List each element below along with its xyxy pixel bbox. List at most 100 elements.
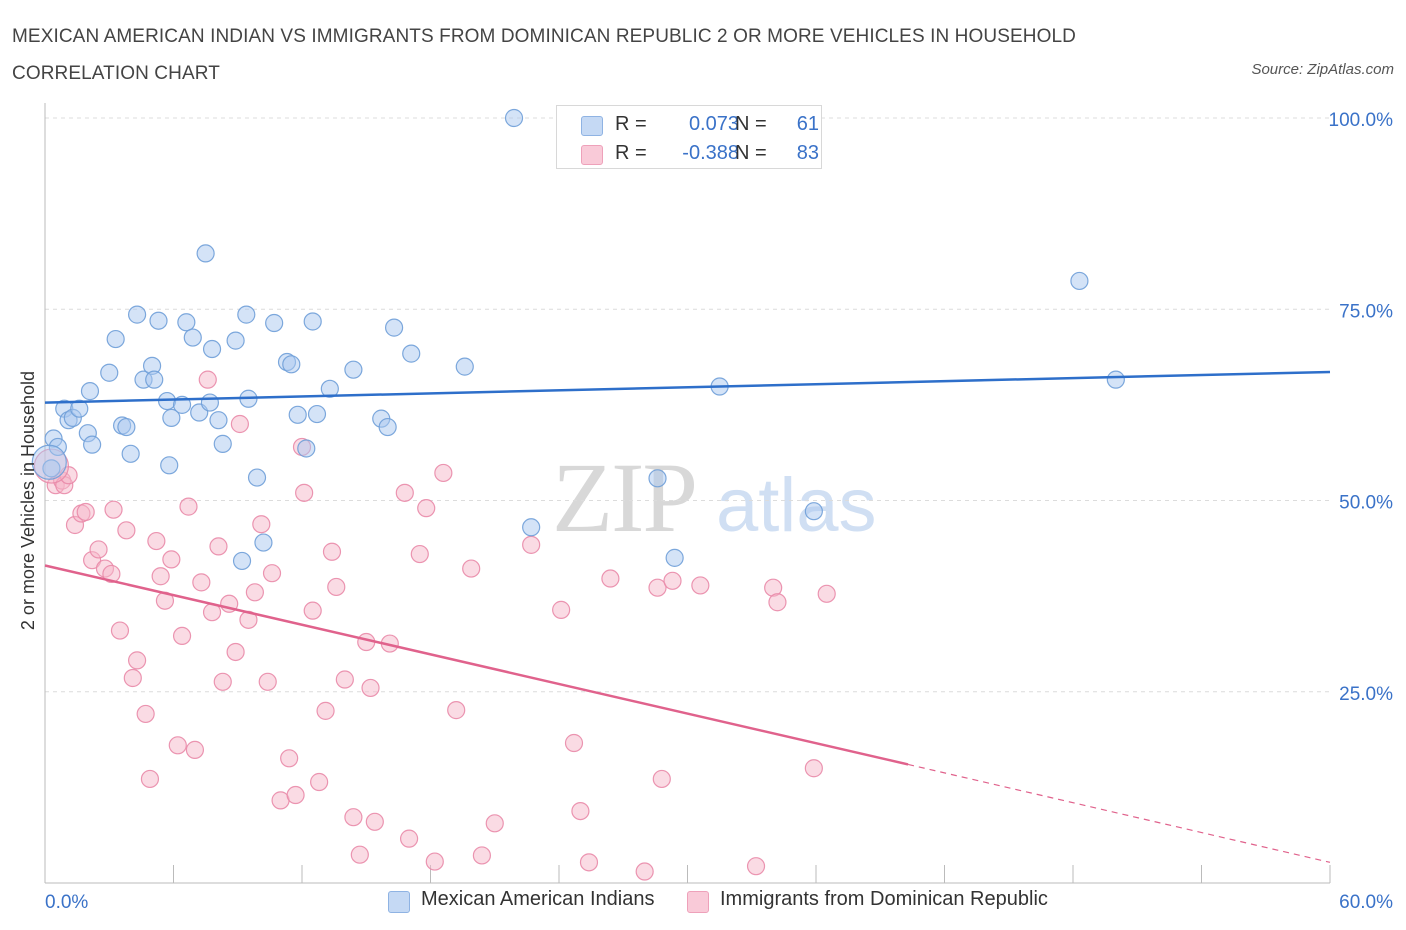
point-dominican-republic: [136, 704, 155, 724]
legend-n-value: 83: [796, 142, 819, 164]
point-dominican-republic: [410, 544, 429, 564]
legend-r-label: R =: [615, 142, 647, 164]
point-dominican-republic: [310, 772, 329, 792]
point-dominican-republic: [648, 578, 667, 597]
point-mexican-american-indians: [117, 417, 136, 437]
chart-title: MEXICAN AMERICAN INDIAN VS IMMIGRANTS FR…: [12, 26, 1076, 84]
series-label-blue: Mexican American Indians: [421, 888, 655, 910]
point-dominican-republic: [192, 573, 211, 592]
point-dominican-republic: [344, 808, 363, 827]
legend-r-value: 0.073: [688, 113, 739, 135]
point-dominican-republic: [295, 483, 314, 502]
point-dominican-republic: [399, 829, 419, 848]
point-mexican-american-indians: [303, 312, 322, 331]
point-mexican-american-indians: [213, 434, 232, 453]
point-dominican-republic: [335, 670, 354, 689]
point-dominican-republic: [817, 584, 836, 603]
point-dominican-republic: [147, 531, 166, 551]
point-mexican-american-indians: [127, 305, 147, 324]
point-mexican-american-indians: [378, 417, 397, 437]
point-mexican-american-indians: [31, 444, 67, 480]
point-dominican-republic: [127, 651, 147, 670]
y-tick-label: 25.0%: [1339, 684, 1393, 705]
point-mexican-american-indians: [232, 551, 252, 571]
point-mexican-american-indians: [297, 439, 316, 458]
watermark-zip: ZIP: [552, 442, 698, 553]
point-dominican-republic: [76, 502, 95, 522]
point-dominican-republic: [579, 853, 599, 872]
correlation-legend: R = 0.073 N = 61 R = -0.388 N = 83: [556, 105, 822, 169]
point-dominican-republic: [663, 571, 682, 590]
point-dominican-republic: [151, 567, 170, 586]
point-dominican-republic: [185, 740, 205, 759]
point-mexican-american-indians: [648, 469, 667, 488]
point-mexican-american-indians: [237, 305, 256, 324]
axis-labels: 25.0% 50.0% 75.0% 100.0% 0.0% 60.0% 2 or more …: [18, 110, 1393, 913]
point-dominican-republic: [209, 537, 228, 556]
legend-n-value: 61: [796, 113, 819, 135]
point-dominican-republic: [768, 593, 787, 612]
point-dominican-republic: [286, 785, 305, 805]
point-dominican-republic: [522, 535, 541, 554]
point-mexican-american-indians: [288, 405, 307, 424]
point-dominican-republic: [361, 678, 380, 698]
point-mexican-american-indians: [247, 468, 267, 487]
legend-r-value: -0.388: [682, 142, 739, 164]
legend-n-label: N =: [735, 142, 767, 164]
point-mexican-american-indians: [145, 370, 164, 389]
point-dominican-republic: [89, 540, 108, 559]
point-dominican-republic: [213, 672, 232, 691]
series-label-pink: Immigrants from Dominican Republic: [720, 888, 1048, 910]
legend-swatch-pink: [581, 145, 603, 165]
point-mexican-american-indians: [149, 311, 168, 330]
point-mexican-american-indians: [200, 393, 220, 412]
point-mexican-american-indians: [121, 444, 140, 463]
point-dominican-republic: [425, 852, 444, 871]
point-dominican-republic: [804, 759, 823, 778]
point-mexican-american-indians: [254, 533, 273, 552]
point-dominican-republic: [123, 668, 142, 688]
point-dominican-republic: [303, 601, 322, 620]
point-mexican-american-indians: [455, 357, 474, 376]
point-dominican-republic: [168, 736, 187, 755]
point-dominican-republic: [365, 812, 384, 831]
point-mexican-american-indians: [183, 328, 202, 347]
point-mexican-american-indians: [162, 408, 181, 427]
point-mexican-american-indians: [282, 355, 301, 374]
point-dominican-republic: [635, 862, 654, 881]
point-mexican-american-indians: [80, 382, 100, 401]
point-dominican-republic: [472, 846, 491, 865]
point-dominican-republic: [552, 600, 571, 619]
point-mexican-american-indians: [665, 548, 684, 567]
y-tick-label: 75.0%: [1339, 301, 1393, 322]
point-dominican-republic: [226, 642, 245, 662]
point-mexican-american-indians: [70, 399, 89, 418]
point-mexican-american-indians: [202, 339, 222, 359]
point-mexican-american-indians: [402, 344, 421, 363]
point-dominican-republic: [140, 769, 160, 789]
point-mexican-american-indians: [226, 331, 245, 350]
point-mexican-american-indians: [384, 318, 404, 337]
point-dominican-republic: [327, 577, 346, 597]
point-dominican-republic: [746, 857, 766, 876]
point-mexican-american-indians: [504, 108, 524, 128]
x-tick-label: 0.0%: [45, 892, 88, 913]
point-mexican-american-indians: [106, 329, 125, 349]
point-mexican-american-indians: [1070, 271, 1089, 291]
point-mexican-american-indians: [1106, 370, 1125, 389]
point-dominican-republic: [571, 801, 590, 821]
point-dominican-republic: [258, 672, 277, 691]
point-mexican-american-indians: [522, 518, 541, 537]
point-dominican-republic: [162, 550, 181, 569]
point-dominican-republic: [179, 497, 198, 516]
point-mexican-american-indians: [804, 502, 823, 521]
trendline-blue: [44, 370, 1331, 404]
point-mexican-american-indians: [320, 379, 339, 398]
watermark-atlas: atlas: [716, 463, 877, 548]
point-dominican-republic: [104, 500, 123, 519]
point-mexican-american-indians: [209, 411, 228, 430]
point-dominican-republic: [172, 626, 192, 646]
y-tick-label: 50.0%: [1339, 493, 1393, 514]
point-dominican-republic: [564, 733, 584, 753]
point-mexican-american-indians: [42, 459, 61, 478]
